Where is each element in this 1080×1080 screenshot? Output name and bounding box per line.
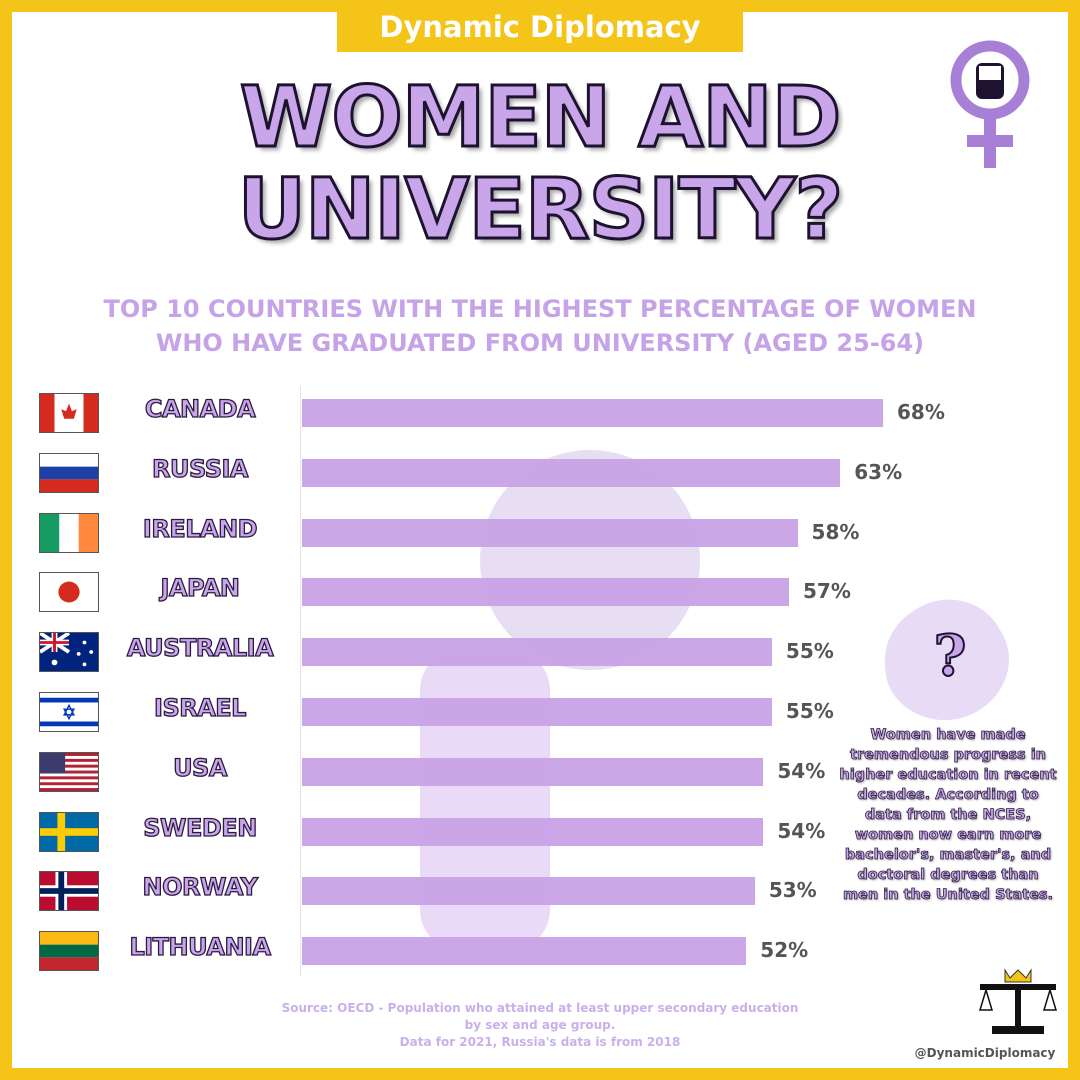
country-label: LITHUANIA xyxy=(129,933,272,962)
bar-ireland xyxy=(302,518,798,547)
source-line-3: Data for 2021, Russia's data is from 201… xyxy=(399,1035,681,1049)
title-line-1: WOMEN AND xyxy=(238,67,843,168)
flag-russia-icon xyxy=(39,452,99,493)
value-label: 63% xyxy=(854,459,903,484)
country-label: IRELAND xyxy=(142,514,258,543)
value-label: 55% xyxy=(785,639,834,664)
bar-row-lithuania: LITHUANIA 52% xyxy=(0,931,1080,972)
value-label: 68% xyxy=(897,400,945,424)
bar-japan xyxy=(302,578,789,607)
flag-ireland-icon xyxy=(39,512,99,553)
subtitle-line-1: TOP 10 COUNTRIES WITH THE HIGHEST PERCEN… xyxy=(103,295,977,323)
bar-row-norway: NORWAY 53% xyxy=(0,871,1080,912)
bar-row-ireland: IRELAND 58% xyxy=(0,512,1080,553)
country-label: CANADA xyxy=(144,394,256,423)
bar-row-canada: CANADA 68% xyxy=(0,393,1080,433)
value-label: 52% xyxy=(760,938,809,963)
feminism-fist-icon xyxy=(950,40,1030,168)
title-line-2: UNIVERSITY? xyxy=(236,159,844,260)
callout-text: Women have made tremendous progress in h… xyxy=(839,727,1057,904)
value-label: 58% xyxy=(811,519,860,544)
bar-russia xyxy=(302,458,841,487)
country-label: JAPAN xyxy=(160,574,241,603)
bar-row-russia: RUSSIA 63% xyxy=(0,452,1080,493)
chart-axis xyxy=(300,386,301,976)
value-label: 53% xyxy=(768,878,817,903)
bar-row-usa: USA 54% xyxy=(0,751,1080,792)
value-label: 57% xyxy=(803,579,851,604)
bar-canada xyxy=(302,399,883,427)
source-note: Source: OECD - Population who attained a… xyxy=(260,1000,820,1051)
flag-usa-icon xyxy=(39,751,99,792)
flag-japan-icon xyxy=(39,572,99,613)
value-label: 54% xyxy=(777,818,826,843)
flag-sweden-icon xyxy=(39,811,99,852)
bar-australia xyxy=(302,638,772,667)
bar-israel xyxy=(302,698,772,726)
flag-australia-icon xyxy=(39,632,99,673)
bar-norway xyxy=(302,877,755,906)
value-label: 54% xyxy=(777,758,826,783)
country-label: RUSSIA xyxy=(151,454,249,483)
country-label: AUSTRALIA xyxy=(126,634,274,663)
bar-row-australia: AUSTRALIA 55% xyxy=(0,632,1080,673)
flag-israel-icon xyxy=(39,692,99,732)
bar-lithuania xyxy=(302,937,747,966)
social-handle: @DynamicDiplomacy xyxy=(914,1046,1056,1060)
flag-lithuania-icon xyxy=(39,931,99,972)
question-blob-icon: ? xyxy=(884,599,1009,721)
brand-banner: Dynamic Diplomacy xyxy=(337,2,743,52)
bar-row-israel: ISRAEL 55% xyxy=(0,692,1080,732)
subtitle-line-2: WHO HAVE GRADUATED FROM UNIVERSITY (AGED… xyxy=(155,329,925,357)
bar-usa xyxy=(302,757,764,786)
scales-logo-icon xyxy=(978,968,1058,1034)
source-line-1: Source: OECD - Population who attained a… xyxy=(281,1001,799,1015)
question-mark: ? xyxy=(934,623,967,689)
bar-row-japan: JAPAN 57% xyxy=(0,572,1080,613)
country-label: SWEDEN xyxy=(143,813,258,842)
flag-canada-icon xyxy=(39,393,99,433)
flag-norway-icon xyxy=(39,871,99,912)
source-line-2: by sex and age group. xyxy=(464,1018,616,1032)
country-label: USA xyxy=(172,753,228,782)
bar-sweden xyxy=(302,817,764,846)
country-label: ISRAEL xyxy=(153,693,247,722)
bar-row-sweden: SWEDEN 54% xyxy=(0,811,1080,852)
value-label: 55% xyxy=(785,699,834,723)
country-label: NORWAY xyxy=(142,873,259,902)
